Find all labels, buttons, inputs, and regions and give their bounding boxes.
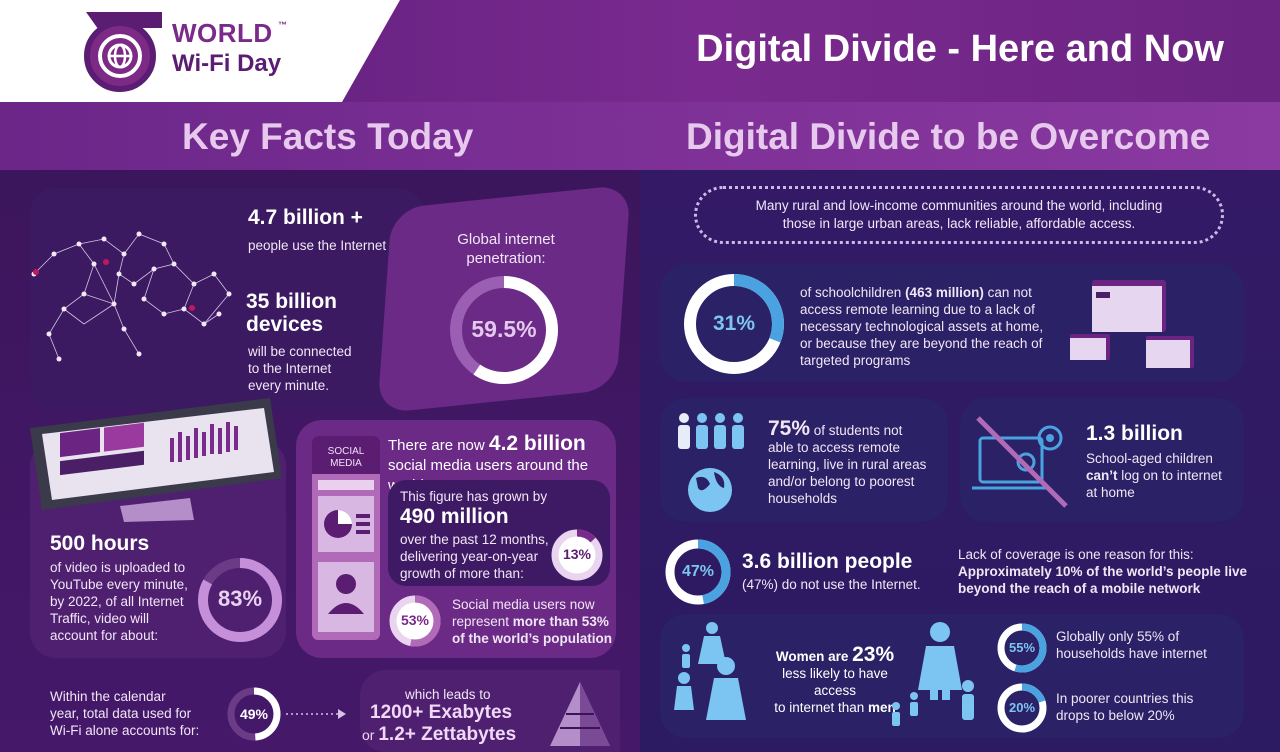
wifi-donut: 49% (226, 686, 282, 742)
children-offline-card (960, 398, 1244, 522)
children-offline-description: School-aged children can’t log on to int… (1086, 451, 1222, 500)
wifi-description: Within the calendar year, total data use… (50, 689, 200, 738)
exabytes-value: 1200+ Exabytes (370, 702, 513, 723)
video-fill (198, 558, 282, 642)
pyramid-icon (550, 682, 610, 746)
schoolchildren-description: of schoolchildren (463 million) can not … (800, 285, 1044, 368)
share-fill (389, 595, 441, 647)
share-description: Social media users now represent more th… (452, 597, 612, 646)
left-section-band (0, 102, 640, 170)
households-donut: 55% (996, 622, 1048, 674)
penetration-donut: 59.5% (448, 274, 560, 386)
growth-description: over the past 12 months, delivering year… (400, 532, 549, 581)
offline-people-value: 3.6 billion people (742, 550, 913, 573)
wifi-fill (227, 687, 281, 741)
growth-percent: 13% (562, 546, 592, 562)
internet-users-label: people use the Internet (248, 238, 387, 253)
students-description: 75% of students not able to access remot… (768, 417, 927, 506)
households-fill (997, 623, 1047, 673)
pie-chart-icon (318, 496, 374, 552)
growth-value: 490 million (400, 505, 509, 528)
devices-label: will be connected to the Internet every … (248, 344, 352, 393)
logo-panel (0, 0, 400, 102)
dotted-arrow-icon (286, 709, 346, 719)
growth-fill (551, 529, 603, 581)
world-network-map-icon (31, 231, 232, 362)
right-section-band (640, 102, 1280, 170)
poorer-fill (997, 683, 1047, 733)
social-media-badge: SOCIAL MEDIA (327, 446, 365, 469)
poorer-description: In poorer countries this drops to below … (1056, 691, 1194, 723)
men-people-icon (892, 622, 974, 726)
offline-people-percent: 47% (681, 563, 715, 580)
schoolchildren-percent: 31% (712, 312, 756, 335)
globe-icon (98, 34, 142, 78)
wifi-percent: 49% (239, 706, 269, 722)
schoolchildren-donut: 31% (682, 272, 786, 376)
digital-divide-title: Digital Divide to be Overcome (686, 116, 1211, 157)
growth-pre: This figure has grown by (400, 489, 548, 504)
offline-people-label: (47%) do not use the Internet. (742, 577, 921, 592)
logo-wifi-day-text: Wi-Fi Day (172, 50, 282, 77)
children-offline-value: 1.3 billion (1086, 422, 1183, 445)
households-description: Globally only 55% of households have int… (1056, 629, 1207, 661)
key-facts-title: Key Facts Today (182, 116, 474, 157)
video-percent: 83% (217, 586, 263, 611)
logo-world-text: WORLD (172, 18, 273, 48)
social-phone-icon: SOCIAL MEDIA (312, 436, 380, 640)
zettabytes-value: or 1.2+ Zettabytes (362, 724, 517, 745)
video-description: of video is uploaded to YouTube every mi… (50, 560, 188, 643)
share-donut: 53% (388, 594, 442, 648)
devices-value: 35 billion devices (246, 290, 338, 336)
video-donut: 83% (196, 556, 284, 644)
growth-donut: 13% (550, 528, 604, 582)
social-headline: There are now 4.2 billion social media u… (388, 432, 589, 494)
schoolchildren-fill (684, 274, 784, 374)
penetration-value: 59.5% (471, 316, 537, 342)
poorer-donut: 20% (996, 682, 1048, 734)
offline-people-donut: 47% (664, 538, 732, 606)
penetration-label: Global internet penetration: (457, 231, 555, 267)
penetration-fill (450, 276, 558, 384)
women-people-icon (674, 622, 746, 720)
share-percent: 53% (400, 612, 430, 628)
coverage-description: Lack of coverage is one reason for this:… (958, 547, 1248, 596)
laptop-dashboard-icon (30, 398, 282, 522)
offline-people-fill (665, 539, 731, 605)
logo-trademark: ™ (278, 20, 287, 30)
households-percent: 55% (1008, 640, 1036, 655)
poorer-percent: 20% (1008, 700, 1036, 715)
intro-box: Many rural and low-income communities ar… (694, 186, 1224, 244)
internet-users-value: 4.7 billion + (248, 206, 363, 229)
internet-devices-card (30, 188, 424, 410)
no-laptop-icon (972, 416, 1068, 508)
students-people-icon (678, 413, 744, 512)
folders-icon (1070, 280, 1194, 368)
page-title: Digital Divide - Here and Now (696, 28, 1224, 70)
women-description: Women are 23% less likely to have access… (774, 643, 896, 715)
video-value: 500 hours (50, 532, 150, 555)
wifi-leads-to: which leads to (405, 687, 491, 702)
profile-icon (318, 562, 374, 632)
